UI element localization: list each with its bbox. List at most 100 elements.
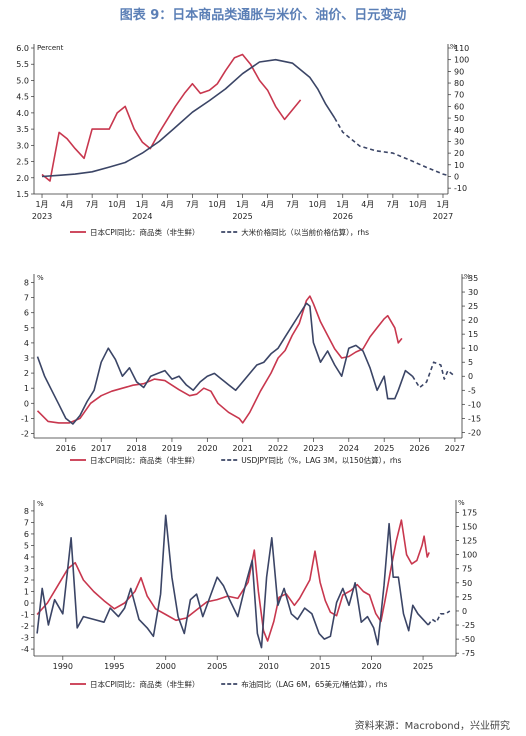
x-tick-label: 7月 xyxy=(86,200,99,209)
right-tick-label: 175 xyxy=(462,508,477,517)
left-unit-label: % xyxy=(37,274,44,282)
x-year-label: 2024 xyxy=(132,212,152,221)
x-year-label: 2025 xyxy=(232,212,252,221)
legend-label-1: 大米价格同比（以当前价格估算），rhs xyxy=(241,227,369,237)
x-year-label: 2023 xyxy=(32,212,52,221)
left-tick-label: 6 xyxy=(24,309,29,318)
right-tick-label: -5 xyxy=(468,386,476,395)
right-tick-label: 110 xyxy=(454,44,469,53)
x-tick-label: 1月 xyxy=(336,200,349,209)
right-tick-label: 50 xyxy=(462,579,472,588)
left-tick-label: 3 xyxy=(24,354,29,363)
left-tick-label: 8 xyxy=(24,279,29,288)
x-tick-label: 2019 xyxy=(162,444,182,453)
left-tick-label: 1 xyxy=(24,384,29,393)
right-tick-label: 5 xyxy=(468,358,473,367)
right-tick-label: 70 xyxy=(454,91,464,100)
series-line-2 xyxy=(411,361,456,389)
left-tick-label: 5.5 xyxy=(16,60,29,69)
left-tick-label: -1 xyxy=(21,414,29,423)
source-note: 资料来源：Macrobond，兴业研究 xyxy=(354,721,510,732)
right-tick-label: -50 xyxy=(462,635,475,644)
left-tick-label: 7 xyxy=(24,294,29,303)
x-tick-label: 2020 xyxy=(197,444,217,453)
left-tick-label: 2.5 xyxy=(16,158,29,167)
series-line-2 xyxy=(427,610,451,626)
x-tick-label: 2018 xyxy=(126,444,146,453)
right-tick-label: 10 xyxy=(468,344,478,353)
right-tick-label: 75 xyxy=(462,565,472,574)
right-tick-label: 15 xyxy=(468,330,478,339)
right-tick-label: 100 xyxy=(462,551,477,560)
right-tick-label: 25 xyxy=(468,302,478,311)
left-tick-label: 6.0 xyxy=(16,44,29,53)
right-tick-label: -25 xyxy=(462,621,475,630)
x-tick-label: 4月 xyxy=(261,200,274,209)
x-tick-label: 4月 xyxy=(161,200,174,209)
left-tick-label: 2.0 xyxy=(16,174,29,183)
left-tick-label: 1.5 xyxy=(16,190,29,199)
x-tick-label: 1月 xyxy=(35,200,48,209)
left-tick-label: -1 xyxy=(21,611,29,620)
x-tick-label: 2021 xyxy=(233,444,253,453)
series-line-1 xyxy=(36,302,413,425)
legend-label-1: USDJPY同比（%，LAG 3M，以150估算），rhs xyxy=(241,455,401,465)
x-tick-label: 2025 xyxy=(413,662,433,671)
left-tick-label: 4.0 xyxy=(16,109,29,118)
x-tick-label: 2025 xyxy=(374,444,394,453)
right-tick-label: 150 xyxy=(462,523,477,532)
right-tick-label: 0 xyxy=(462,607,467,616)
right-tick-label: 100 xyxy=(454,56,469,65)
left-tick-label: 2 xyxy=(24,576,29,585)
left-tick-label: -2 xyxy=(21,429,29,438)
left-tick-label: 3 xyxy=(24,564,29,573)
left-unit-label: Percent xyxy=(37,44,64,52)
right-tick-label: 10 xyxy=(454,161,464,170)
x-tick-label: 10月 xyxy=(309,200,327,209)
right-tick-label: 30 xyxy=(454,137,464,146)
right-unit-label: % xyxy=(458,499,465,507)
x-tick-label: 2020 xyxy=(361,662,381,671)
x-tick-label: 10月 xyxy=(208,200,226,209)
right-tick-label: -20 xyxy=(468,428,481,437)
right-tick-label: -75 xyxy=(462,649,475,658)
right-tick-label: 30 xyxy=(468,288,478,297)
chart-panel-rice: Percent% 1.5 2.0 2.5 3.0 3.5 4.0 4.5 5.0 5.5 6.0 -1… xyxy=(0,38,526,248)
right-tick-label: 25 xyxy=(462,593,472,602)
left-tick-label: 0 xyxy=(24,399,29,408)
usdjpy-chart: % %-2-1012345678-20-15-10-505101520253035… xyxy=(21,273,481,465)
x-tick-label: 4月 xyxy=(61,200,74,209)
x-tick-label: 2016 xyxy=(56,444,76,453)
left-tick-label: -2 xyxy=(21,622,29,631)
legend-label-1: 布油同比（LAG 6M，65美元/桶估算），rhs xyxy=(241,679,387,689)
series-line-0 xyxy=(36,295,403,424)
left-tick-label: 5 xyxy=(24,324,29,333)
left-tick-label: 4 xyxy=(24,339,29,348)
right-tick-label: 60 xyxy=(454,102,464,111)
x-tick-label: 2005 xyxy=(207,662,227,671)
left-tick-label: -3 xyxy=(21,634,29,643)
chart-panel-oil: %% -4 -3 -2 -1 0 1 2 3 4 5 6 7 8 -75 -50 -25 0 25 50 75 100 12… xyxy=(0,496,526,701)
left-tick-label: 3.5 xyxy=(16,125,29,134)
left-tick-label: 8 xyxy=(24,507,29,516)
left-tick-label: 0 xyxy=(24,599,29,608)
x-tick-label: 2000 xyxy=(156,662,176,671)
series-line-2 xyxy=(334,117,448,177)
x-tick-label: 2023 xyxy=(303,444,323,453)
x-tick-label: 10月 xyxy=(409,200,427,209)
legend-label-0: 日本CPI同比：商品类（非生鲜） xyxy=(90,455,199,465)
x-tick-label: 2015 xyxy=(310,662,330,671)
right-tick-label: -10 xyxy=(468,400,481,409)
left-tick-label: 2 xyxy=(24,369,29,378)
x-tick-label: 7月 xyxy=(386,200,399,209)
left-tick-label: 7 xyxy=(24,518,29,527)
x-tick-label: 10月 xyxy=(108,200,126,209)
x-tick-label: 1月 xyxy=(236,200,249,209)
right-tick-label: 0 xyxy=(468,372,473,381)
page-title: 图表 9：日本商品类通胀与米价、油价、日元变动 xyxy=(119,8,407,23)
left-tick-label: 5.0 xyxy=(16,76,29,85)
left-unit-label: % xyxy=(37,500,44,508)
series-line-1 xyxy=(41,58,336,178)
x-tick-label: 1月 xyxy=(436,200,449,209)
left-tick-label: 6 xyxy=(24,530,29,539)
